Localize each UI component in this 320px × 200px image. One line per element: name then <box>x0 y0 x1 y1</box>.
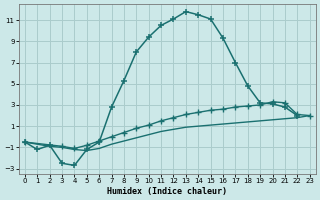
X-axis label: Humidex (Indice chaleur): Humidex (Indice chaleur) <box>107 187 227 196</box>
